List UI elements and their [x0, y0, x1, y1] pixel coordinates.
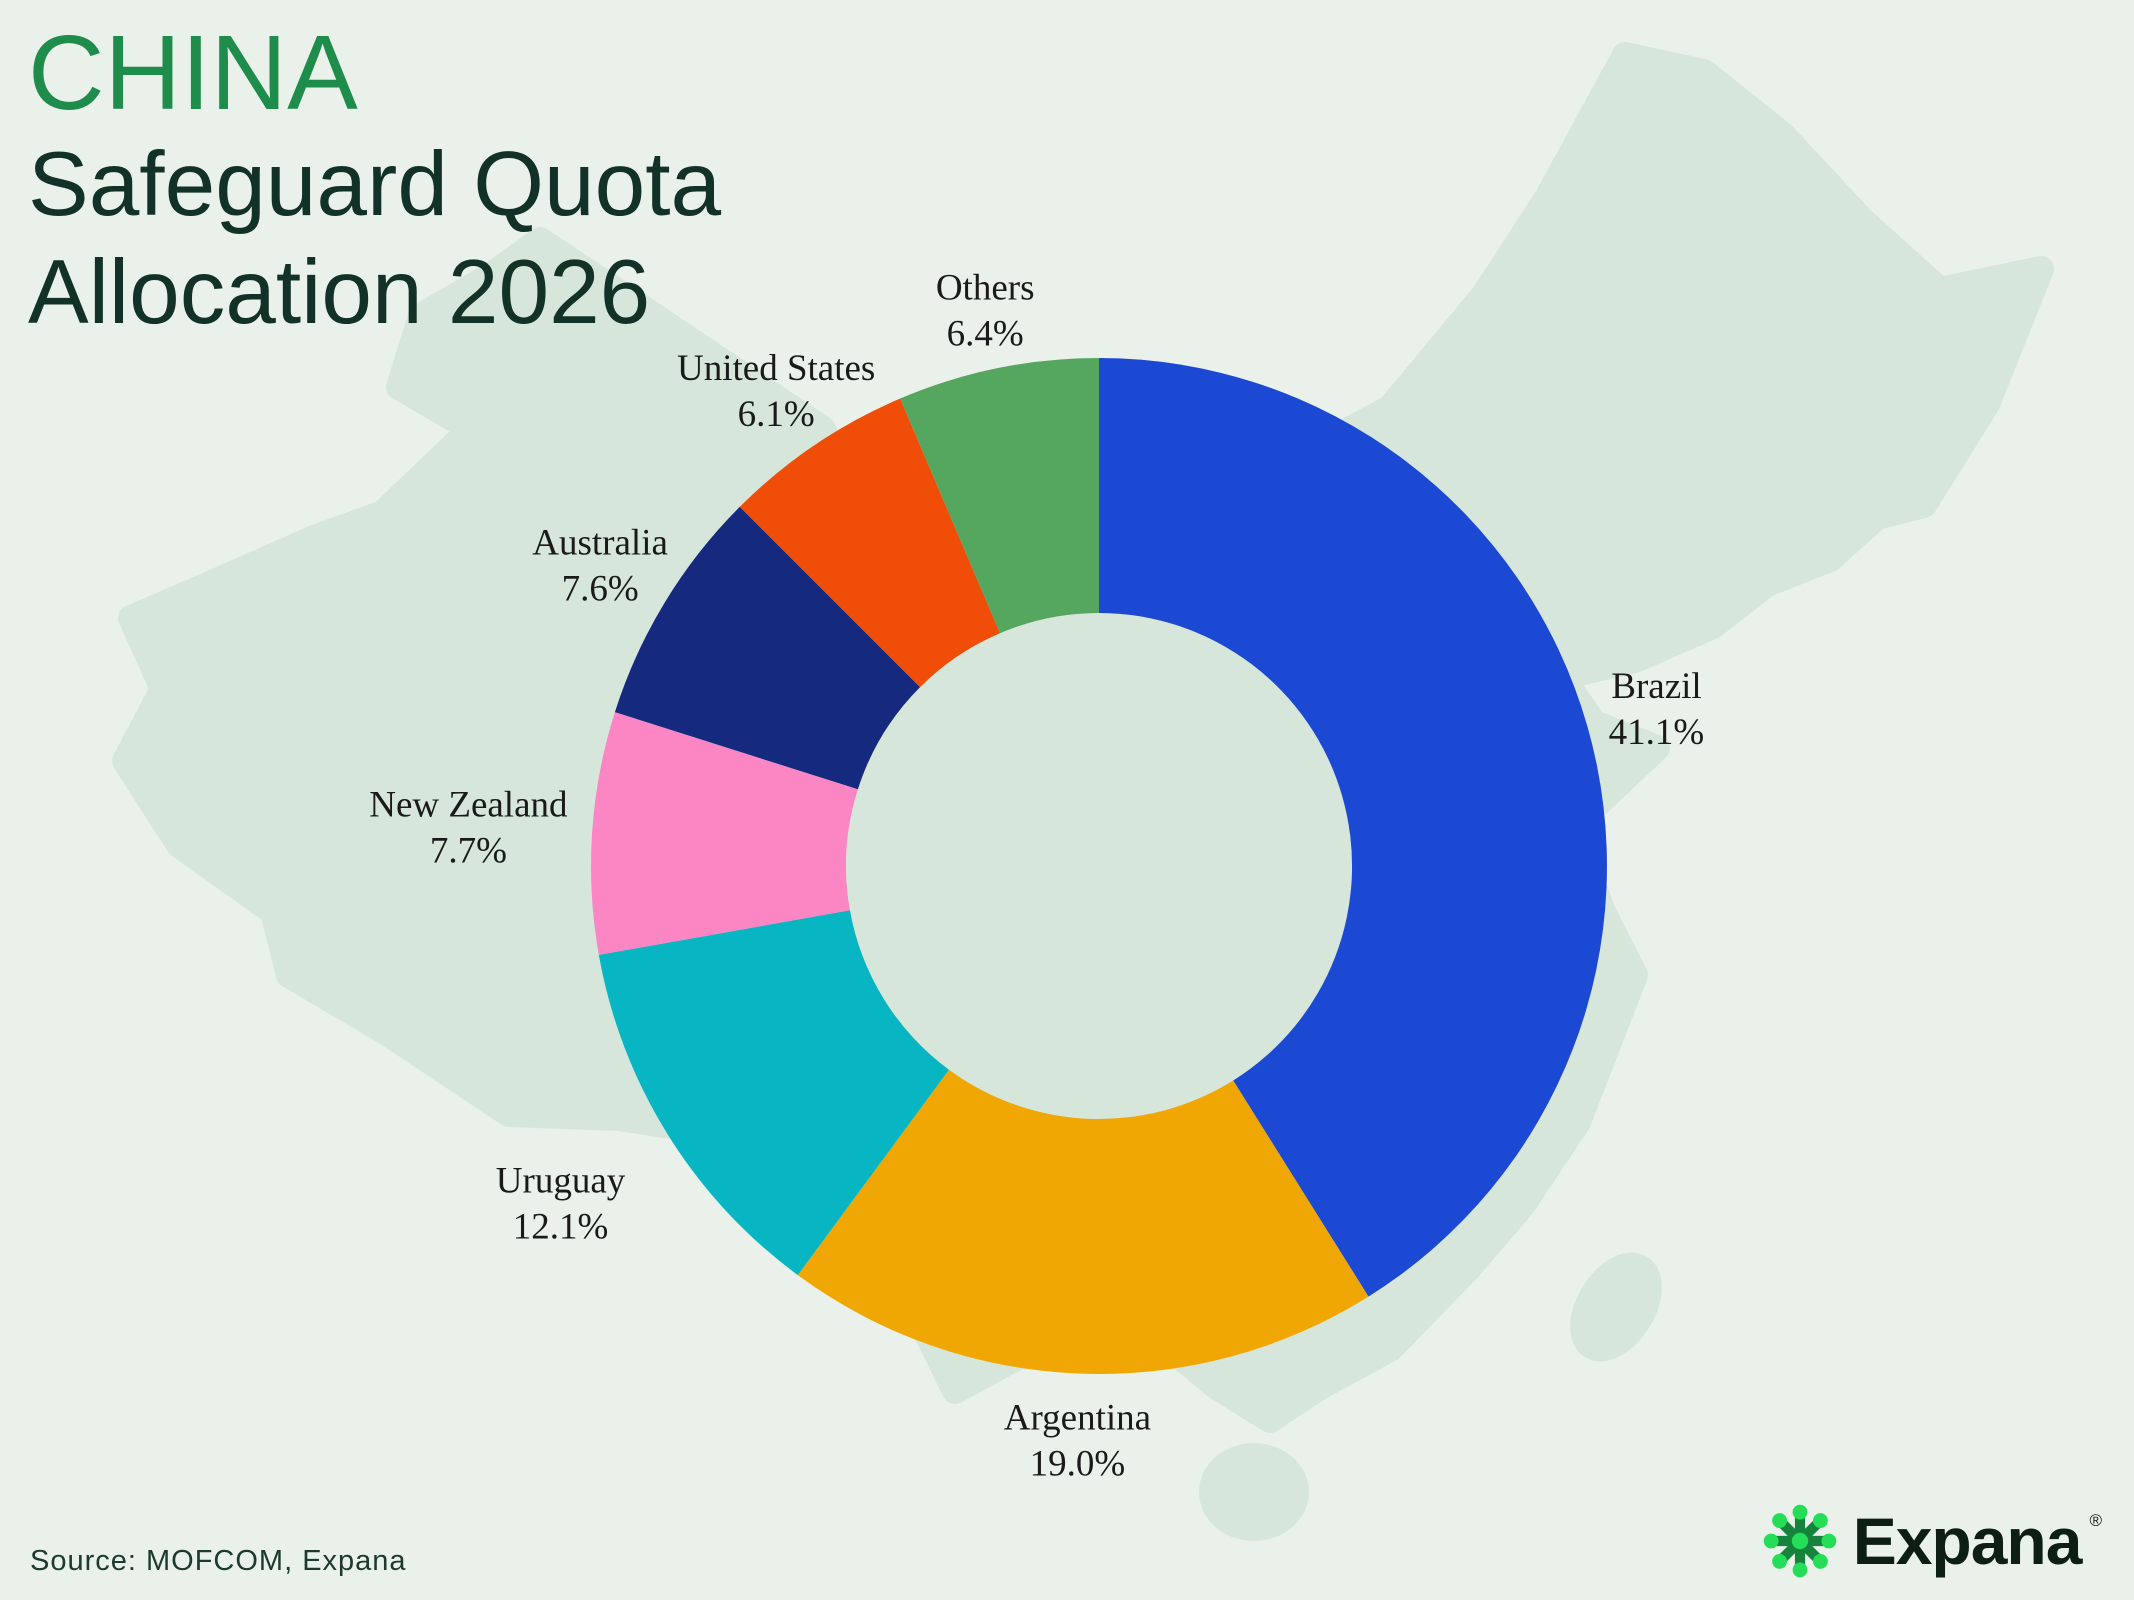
hainan-island-shape [1199, 1443, 1309, 1541]
country-title: CHINA [28, 14, 358, 132]
slice-label-value-australia: 7.6% [562, 568, 639, 609]
slice-label-value-argentina: 19.0% [1030, 1444, 1126, 1485]
slice-label-name-united-states: United States [677, 348, 875, 389]
asterisk-ray-tip [1792, 1504, 1808, 1520]
chart-title-line1: Safeguard Quota [28, 134, 722, 236]
slice-label-value-united-states: 6.1% [738, 394, 815, 435]
slice-brazil [1099, 358, 1607, 1297]
asterisk-ray-tip [1821, 1533, 1836, 1549]
asterisk-ray-tip [1771, 1553, 1787, 1569]
slice-label-name-australia: Australia [532, 522, 668, 563]
slice-argentina [797, 1069, 1369, 1375]
slice-others [900, 358, 1099, 634]
asterisk-center [1791, 1532, 1808, 1550]
title-block: CHINA Safeguard Quota Allocation 2026 [28, 18, 721, 344]
china-map-silhouette [112, 42, 2054, 1541]
asterisk-ray-tip [1812, 1513, 1828, 1529]
chart-title-line2: Allocation 2026 [28, 242, 651, 344]
source-note: Source: MOFCOM, Expana [30, 1545, 407, 1577]
expana-asterisk-icon [1763, 1504, 1836, 1578]
registered-mark: ® [2089, 1511, 2102, 1530]
slice-label-name-argentina: Argentina [1004, 1398, 1151, 1439]
donut-chart [590, 358, 1607, 1375]
slice-australia [614, 506, 921, 790]
slice-labels: Brazil 41.1% Argentina 19.0% Uruguay 12.1% New… [369, 267, 1704, 1484]
slice-label-value-others: 6.4% [947, 313, 1024, 354]
asterisk-ray-tip [1792, 1562, 1808, 1578]
slice-label-name-new-zealand: New Zealand [369, 784, 568, 825]
slice-new-zealand [590, 712, 858, 955]
china-mainland-shape [112, 42, 2054, 1433]
slice-label-name-others: Others [936, 267, 1035, 308]
asterisk-ray-tip [1763, 1533, 1779, 1549]
taiwan-island-shape [1570, 1252, 1662, 1362]
slice-united-states [739, 398, 1000, 688]
asterisk-ray-tip [1812, 1553, 1828, 1569]
slice-label-value-uruguay: 12.1% [513, 1207, 609, 1248]
expana-logo: Expana ® [1761, 1502, 2108, 1580]
asterisk-ray-tip [1771, 1513, 1787, 1529]
slice-label-value-new-zealand: 7.7% [430, 830, 507, 871]
slice-label-name-uruguay: Uruguay [496, 1161, 626, 1202]
slice-label-value-brazil: 41.1% [1609, 712, 1705, 753]
slice-label-name-brazil: Brazil [1611, 666, 1701, 707]
expana-wordmark: Expana [1852, 1504, 2083, 1578]
slice-uruguay [598, 910, 949, 1276]
